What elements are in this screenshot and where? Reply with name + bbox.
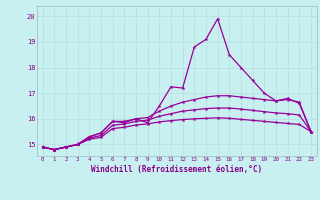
X-axis label: Windchill (Refroidissement éolien,°C): Windchill (Refroidissement éolien,°C) [91,165,262,174]
